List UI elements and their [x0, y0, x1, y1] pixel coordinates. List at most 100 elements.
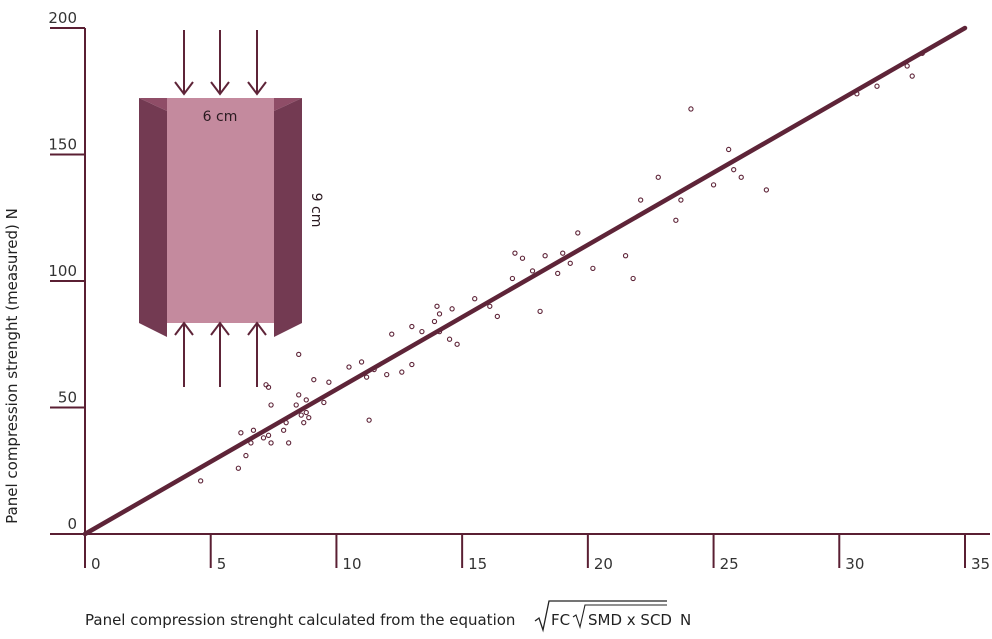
panel-right-side — [274, 98, 302, 337]
x-axis-title: Panel compression strenght calculated fr… — [85, 600, 691, 633]
data-point — [366, 417, 372, 423]
data-point — [731, 167, 737, 173]
data-point — [296, 392, 302, 398]
formula-unit: N — [680, 611, 691, 629]
data-point — [358, 359, 365, 365]
data-point — [622, 253, 629, 259]
data-point — [265, 384, 272, 390]
data-point — [268, 440, 274, 446]
data-point — [306, 414, 312, 421]
data-point — [280, 427, 287, 433]
data-point — [260, 435, 267, 441]
data-point — [268, 402, 274, 408]
top-force-arrows — [174, 30, 267, 96]
data-point — [575, 230, 581, 236]
formula-inner-term: SMD x SCD — [588, 611, 672, 629]
y-ticks: 0 50 100 150 200 — [48, 9, 85, 535]
x-tick-label: 20 — [594, 555, 613, 573]
data-point — [436, 311, 443, 317]
data-point — [434, 303, 440, 309]
x-ticks: 0 5 10 15 20 25 30 35 — [84, 534, 990, 573]
data-point — [238, 430, 244, 436]
data-point — [431, 318, 438, 325]
panel-diagram: 6 cm 9 cm — [139, 30, 324, 387]
data-point — [286, 440, 292, 446]
data-point — [688, 106, 694, 112]
data-point — [409, 323, 415, 330]
y-tick-label: 0 — [67, 515, 77, 533]
x-tick-label: 25 — [720, 555, 739, 573]
data-point — [494, 313, 500, 320]
data-point — [738, 174, 744, 180]
data-point — [449, 306, 455, 312]
data-point — [487, 303, 493, 309]
y-tick-label: 50 — [58, 389, 77, 407]
data-point — [555, 270, 561, 277]
data-point — [303, 397, 309, 403]
data-point — [296, 351, 302, 358]
y-tick-label: 100 — [48, 262, 77, 280]
data-point — [567, 260, 573, 266]
data-point — [472, 296, 478, 302]
data-point — [384, 371, 390, 378]
data-point — [519, 255, 526, 261]
x-axis-title-text: Panel compression strenght calculated fr… — [85, 611, 515, 629]
x-tick-label: 0 — [91, 555, 101, 573]
data-point — [630, 275, 636, 282]
data-point — [198, 478, 204, 484]
data-point — [763, 187, 770, 193]
data-point — [537, 308, 543, 315]
data-point — [529, 268, 536, 274]
data-point — [638, 197, 644, 203]
outer-radical-sign — [534, 600, 667, 633]
data-point — [419, 328, 425, 335]
data-point — [673, 217, 679, 223]
panel-height-label: 9 cm — [308, 193, 324, 228]
data-point — [655, 174, 661, 180]
data-point — [303, 409, 309, 416]
inner-radical-sign — [572, 604, 667, 630]
data-point — [326, 379, 332, 385]
data-point — [590, 265, 596, 271]
data-point — [726, 146, 732, 153]
data-point — [265, 432, 272, 438]
data-point — [346, 364, 352, 370]
data-point — [874, 83, 880, 89]
data-point — [263, 382, 269, 388]
data-point — [399, 369, 405, 375]
data-point — [363, 374, 370, 380]
data-point — [678, 197, 684, 203]
panel-face — [167, 98, 274, 323]
data-point — [512, 250, 518, 256]
data-point — [389, 331, 395, 337]
data-point — [243, 452, 249, 459]
data-point — [301, 420, 307, 426]
data-point — [409, 361, 415, 368]
data-point — [542, 253, 548, 259]
data-point — [454, 341, 460, 347]
x-tick-label: 15 — [468, 555, 487, 573]
formula-outer-term: FC — [551, 611, 570, 629]
y-axis-title: Panel compression strenght (measured) N — [3, 208, 21, 524]
x-tick-label: 5 — [217, 555, 227, 573]
x-tick-label: 10 — [342, 555, 361, 573]
fit-line — [82, 25, 968, 537]
data-point — [904, 63, 910, 69]
data-point — [298, 412, 304, 418]
data-point — [311, 377, 317, 383]
data-point — [560, 250, 566, 256]
y-tick-label: 150 — [48, 136, 77, 154]
data-point — [446, 336, 453, 342]
data-point — [235, 465, 242, 471]
data-point — [293, 402, 299, 408]
x-tick-label: 30 — [845, 555, 864, 573]
y-tick-label: 200 — [48, 9, 77, 27]
panel-width-label: 6 cm — [203, 109, 238, 125]
panel-left-side — [139, 98, 167, 337]
data-point — [250, 427, 257, 433]
x-tick-label: 35 — [971, 555, 990, 573]
data-point — [710, 182, 717, 188]
bottom-force-arrows — [174, 321, 267, 387]
data-point — [321, 399, 327, 406]
